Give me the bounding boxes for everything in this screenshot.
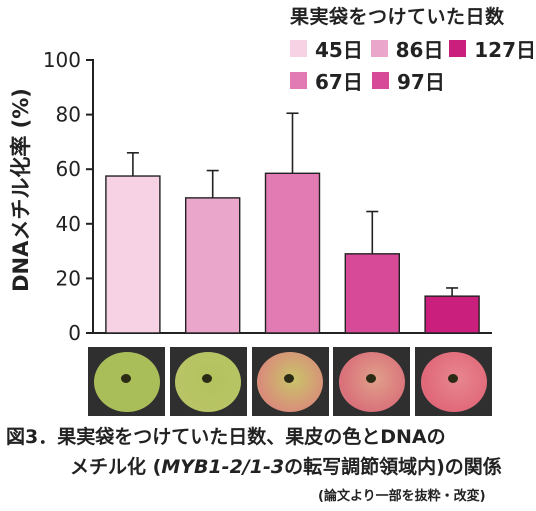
legend-swatch-127 (449, 39, 467, 57)
legend-row-2: 67日 97日 (290, 66, 536, 95)
legend-label-97: 97日 (397, 69, 445, 94)
apple-fruit (420, 351, 487, 412)
apple-calyx (202, 373, 213, 383)
bar-chart: 0 20 40 60 80 100 DNAメチル化率 (%) (9, 48, 492, 345)
apple-photo-45 (88, 347, 165, 416)
caption-part-b: の転写調節領域内)の関係 (284, 456, 502, 478)
y-axis-label: DNAメチル化率 (%) (9, 88, 33, 292)
legend-swatch-45 (290, 39, 307, 57)
legend-item-67: 67日 (290, 66, 372, 95)
apple-photo-86 (169, 347, 247, 416)
legend-swatch-67 (290, 71, 307, 89)
legend-label-67: 67日 (315, 69, 363, 94)
figure-caption-line1: 図3．果実袋をつけていた日数、果皮の色とDNAの (6, 426, 446, 448)
chart-bars (105, 112, 480, 334)
bar (424, 295, 480, 334)
legend-title: 果実袋をつけていた日数 (290, 6, 505, 28)
y-tick-label: 60 (56, 157, 81, 181)
apple-photo-strip (88, 347, 492, 416)
legend-item-45: 45日 (290, 34, 371, 63)
legend-swatch-97 (372, 71, 389, 89)
apple-fruit (93, 351, 160, 412)
bar (264, 172, 321, 334)
apple-calyx (365, 373, 376, 383)
y-tick-label: 20 (56, 266, 81, 290)
y-tick-label: 100 (43, 48, 81, 72)
caption-gene-name: MYB1-2/1-3 (161, 456, 285, 478)
y-tick-label: 0 (68, 321, 81, 345)
y-tick-label: 80 (56, 103, 81, 127)
apple-fruit (175, 351, 242, 412)
bar (344, 253, 400, 334)
apple-calyx (120, 373, 131, 383)
apple-calyx (284, 373, 294, 383)
legend-label-127: 127日 (474, 37, 536, 62)
apple-fruit (338, 351, 405, 412)
bar (105, 175, 161, 334)
caption-part-a: メチル化 ( (70, 456, 162, 478)
apple-photo-67 (251, 347, 329, 416)
figure-caption-line2: メチル化 (MYB1-2/1-3の転写調節領域内)の関係 (70, 452, 502, 479)
y-tick-label: 40 (56, 212, 81, 236)
legend-item-97: 97日 (372, 66, 445, 95)
legend-swatch-86 (370, 39, 388, 57)
legend-label-86: 86日 (395, 37, 444, 62)
legend-item-86: 86日 (370, 34, 450, 63)
legend-row-1: 45日 86日 127日 (290, 34, 536, 63)
figure-caption-source: (論文より一部を抜粋・改変) (318, 489, 486, 504)
apple-photo-127 (415, 347, 492, 416)
apple-photo-97 (333, 347, 411, 416)
bar (184, 197, 241, 334)
apple-calyx (447, 373, 458, 383)
legend: 果実袋をつけていた日数 45日 86日 127日 67日 97日 (290, 2, 536, 95)
legend-label-45: 45日 (315, 37, 363, 62)
legend-item-127: 127日 (449, 34, 536, 63)
apple-fruit (257, 351, 323, 412)
